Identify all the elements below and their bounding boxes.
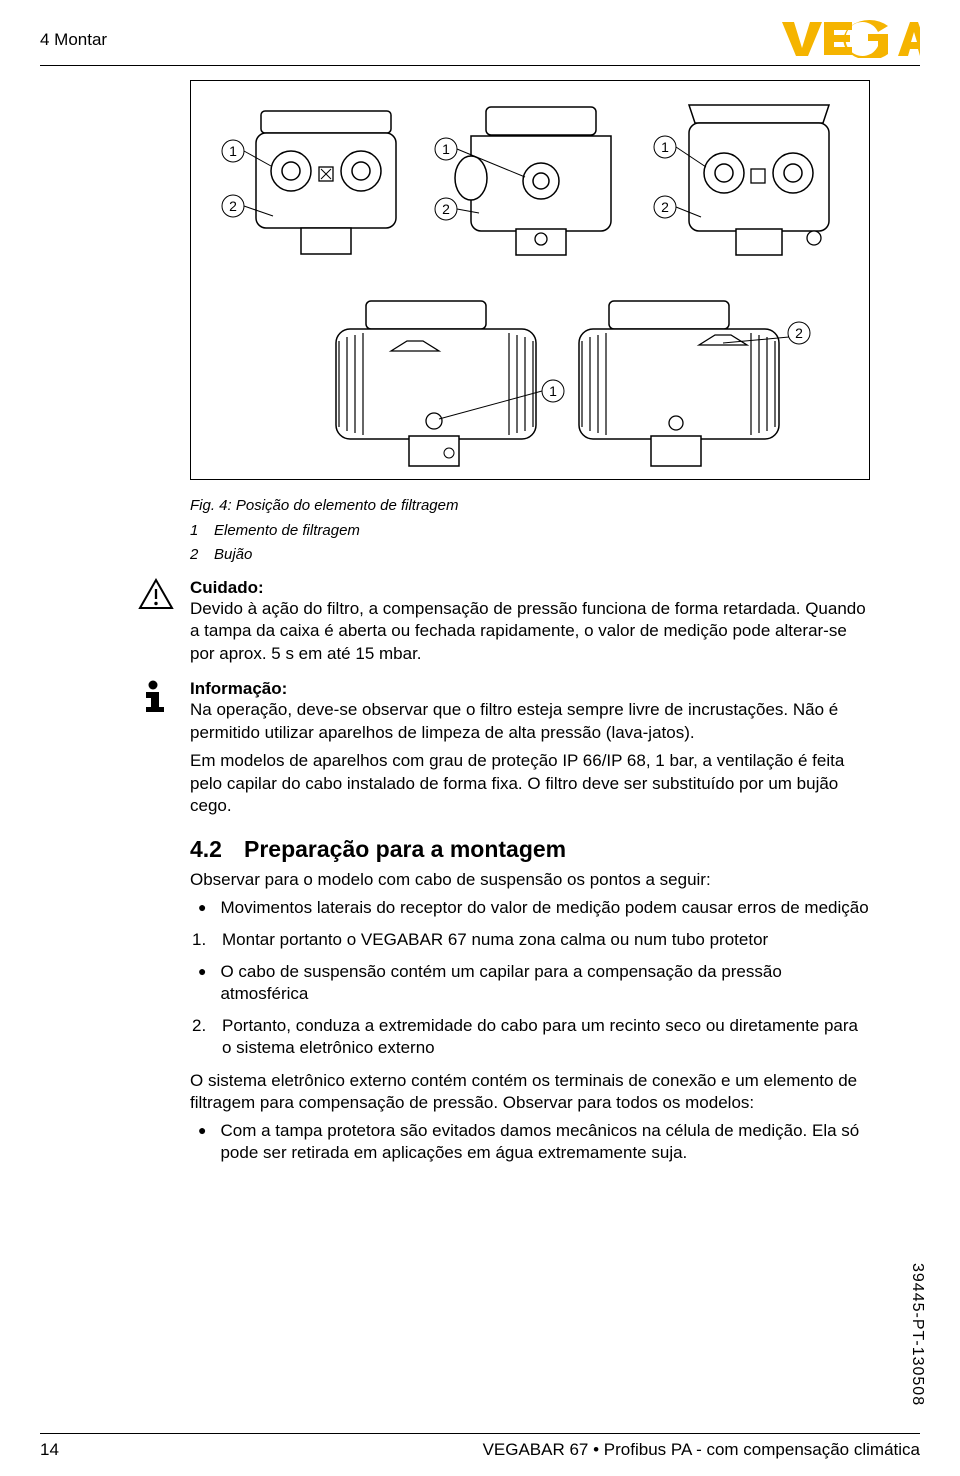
footer-text: VEGABAR 67 • Profibus PA - com compensaç… xyxy=(483,1440,920,1460)
caution-body: Devido à ação do filtro, a compensação d… xyxy=(190,598,870,665)
footer-rule xyxy=(40,1433,920,1434)
device-4: 1 xyxy=(336,301,564,466)
page-header: 4 Montar xyxy=(0,20,960,70)
info-body-2: Em modelos de aparelhos com grau de prot… xyxy=(190,750,870,817)
list-item: ● Com a tampa protetora são evitados dam… xyxy=(190,1120,870,1164)
legend-row-1: 1 Elemento de filtragem xyxy=(190,520,458,543)
figure-caption: Fig. 4: Posição do elemento de filtragem xyxy=(190,495,458,518)
legend-num: 2 xyxy=(190,544,200,567)
bullet-icon: ● xyxy=(198,897,206,919)
info-title: Informação: xyxy=(190,679,870,699)
ol-text: Montar portanto o VEGABAR 67 numa zona c… xyxy=(222,929,768,951)
figure-4-diagram: 1 2 1 2 xyxy=(190,80,870,480)
device-2: 1 2 xyxy=(435,107,611,255)
info-icon xyxy=(138,679,168,718)
list-item: ● O cabo de suspensão contém um capilar … xyxy=(190,961,870,1005)
device-3: 1 2 xyxy=(654,105,829,255)
bullet-icon: ● xyxy=(198,961,206,1005)
page-footer: 14 VEGABAR 67 • Profibus PA - com compen… xyxy=(0,1426,960,1476)
caution-title: Cuidado: xyxy=(190,578,870,598)
legend-label: Bujão xyxy=(214,544,252,567)
bullet-list-2: ● O cabo de suspensão contém um capilar … xyxy=(190,961,870,1005)
list-item-text: Movimentos laterais do receptor do valor… xyxy=(220,897,868,919)
callout-2: 2 xyxy=(661,199,669,215)
ol-text: Portanto, conduza a extremidade do cabo … xyxy=(222,1015,870,1059)
ordered-item-2: 2. Portanto, conduza a extremidade do ca… xyxy=(190,1015,870,1059)
bullet-list-3: ● Com a tampa protetora são evitados dam… xyxy=(190,1120,870,1164)
caution-block: Cuidado: Devido à ação do filtro, a comp… xyxy=(190,578,870,665)
callout-2: 2 xyxy=(229,198,237,214)
brand-logo xyxy=(780,20,920,63)
callout-2: 2 xyxy=(442,201,450,217)
device-5: 2 xyxy=(579,301,810,466)
device-1: 1 2 xyxy=(222,111,396,254)
list-item-text: Com a tampa protetora são evitados damos… xyxy=(220,1120,870,1164)
callout-1: 1 xyxy=(229,143,237,159)
warning-icon xyxy=(138,578,174,615)
callout-1: 1 xyxy=(661,139,669,155)
info-block: Informação: Na operação, deve-se observa… xyxy=(190,679,870,817)
info-body-1: Na operação, deve-se observar que o filt… xyxy=(190,699,870,744)
section-para: O sistema eletrônico externo contém cont… xyxy=(190,1070,870,1115)
content-area: Cuidado: Devido à ação do filtro, a comp… xyxy=(190,578,870,1175)
legend-row-2: 2 Bujão xyxy=(190,544,458,567)
list-item-text: O cabo de suspensão contém um capilar pa… xyxy=(220,961,870,1005)
callout-1: 1 xyxy=(549,383,557,399)
section-number: 4.2 xyxy=(190,836,222,862)
header-rule xyxy=(40,65,920,66)
section-title: Preparação para a montagem xyxy=(244,836,566,862)
figure-caption-block: Fig. 4: Posição do elemento de filtragem… xyxy=(190,495,458,567)
bullet-list-1: ● Movimentos laterais do receptor do val… xyxy=(190,897,870,919)
bullet-icon: ● xyxy=(198,1120,206,1164)
callout-2: 2 xyxy=(795,325,803,341)
page-number: 14 xyxy=(40,1440,59,1460)
list-item: ● Movimentos laterais do receptor do val… xyxy=(190,897,870,919)
ordered-item-1: 1. Montar portanto o VEGABAR 67 numa zon… xyxy=(190,929,870,951)
section-heading: 4.2 Preparação para a montagem xyxy=(190,836,870,863)
document-id-vertical: 39445-PT-130508 xyxy=(908,1263,926,1406)
callout-1: 1 xyxy=(442,141,450,157)
legend-label: Elemento de filtragem xyxy=(214,520,360,543)
section-intro: Observar para o modelo com cabo de suspe… xyxy=(190,869,870,891)
legend-num: 1 xyxy=(190,520,200,543)
section-label: 4 Montar xyxy=(40,30,107,50)
ol-num: 1. xyxy=(192,929,208,951)
ol-num: 2. xyxy=(192,1015,208,1059)
